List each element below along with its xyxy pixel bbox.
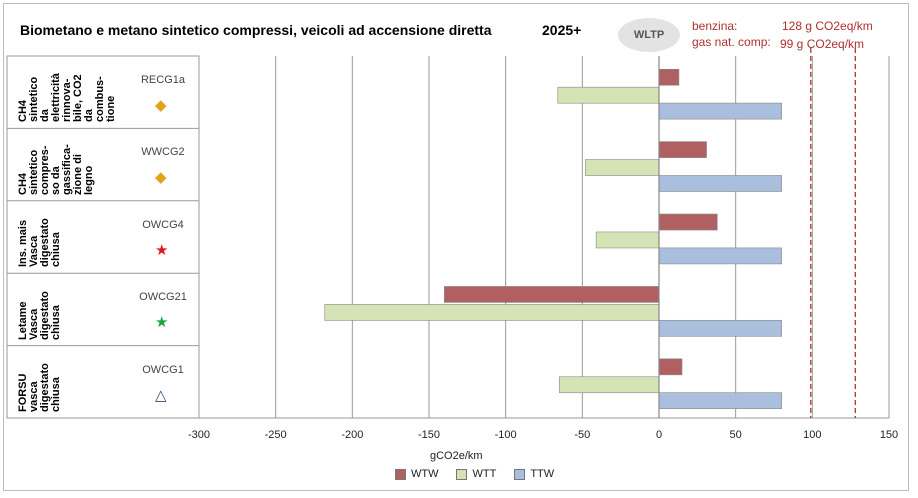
chart-title: Biometano e metano sintetico compressi, … — [20, 22, 492, 38]
legend-label: WTT — [472, 468, 497, 480]
category-label-owcg4: Ins. mais Vasca digestato chiusa — [17, 218, 62, 268]
bar-ttw-owcg21 — [658, 319, 782, 337]
gas-label: gas nat. comp: — [692, 35, 771, 49]
bar-ttw-owcg4 — [658, 247, 782, 265]
category-marker-owcg21: ★ — [155, 314, 169, 332]
legend-swatch — [456, 468, 468, 480]
legend: WTW WTT TTW — [395, 468, 554, 480]
x-tick-label: 100 — [803, 429, 821, 441]
x-tick-label: -300 — [188, 429, 210, 441]
gas-value: 99 g CO2eq/km — [780, 37, 865, 51]
legend-item-ttw: TTW — [514, 468, 554, 480]
bar-wtt-recg1a — [557, 86, 660, 104]
legend-swatch — [514, 468, 526, 480]
chart-frame — [3, 3, 909, 491]
legend-swatch — [395, 468, 406, 480]
category-label-recg1a: CH4 sintetico da elettricità rinnova- bi… — [17, 73, 117, 123]
x-tick-label: -200 — [341, 429, 363, 441]
x-tick-label: -250 — [265, 429, 287, 441]
category-code-recg1a: RECG1a — [140, 74, 186, 86]
year-label: 2025+ — [542, 22, 582, 38]
bar-ttw-owcg1 — [658, 392, 782, 409]
bar-wtt-owcg21 — [324, 304, 660, 321]
x-tick-label: -100 — [495, 429, 517, 441]
x-tick-label: 0 — [656, 429, 662, 441]
bar-wtw-owcg4 — [658, 213, 718, 231]
bar-wtw-owcg21 — [444, 286, 660, 303]
category-code-owcg4: OWCG4 — [142, 218, 184, 231]
bar-wtw-recg1a — [658, 68, 680, 86]
legend-label: TTW — [530, 468, 555, 480]
benzina-label: benzina: — [692, 19, 738, 33]
category-label-wwcg2: CH4 sintetico compres- so da gassifica- … — [17, 144, 95, 195]
x-tick-label: 50 — [730, 429, 742, 441]
legend-item-wtt: WTT — [456, 468, 496, 480]
category-marker-owcg1: △ — [155, 386, 167, 404]
legend-label: WTW — [411, 468, 439, 480]
x-axis-label: gCO2e/km — [430, 450, 483, 462]
category-code-owcg1: OWCG1 — [142, 363, 184, 376]
bar-wtt-owcg1 — [559, 376, 660, 394]
category-code-owcg21: OWCG21 — [139, 291, 187, 304]
x-tick-label: 150 — [880, 429, 898, 441]
bar-wtw-wwcg2 — [658, 141, 707, 158]
bar-wtt-wwcg2 — [585, 159, 660, 176]
category-marker-recg1a: ◆ — [155, 97, 167, 114]
bar-ttw-wwcg2 — [658, 175, 782, 192]
x-tick-label: -150 — [418, 429, 440, 441]
wltp-badge: WLTP — [618, 18, 680, 52]
category-label-owcg21: Letame Vasca digestato chiusa — [17, 290, 62, 340]
x-tick-label: -50 — [574, 429, 590, 441]
benzina-value: 128 g CO2eq/km — [782, 19, 873, 33]
category-label-owcg1: FORSU vasca digestato chiusa — [17, 363, 62, 412]
legend-item-wtw: WTW — [395, 468, 438, 480]
bar-wtt-owcg4 — [595, 231, 660, 249]
category-marker-owcg4: ★ — [155, 241, 169, 259]
category-code-wwcg2: WWCG2 — [141, 146, 185, 159]
bar-wtw-owcg1 — [658, 358, 683, 376]
category-marker-wwcg2: ◆ — [155, 169, 167, 187]
bar-ttw-recg1a — [658, 102, 782, 120]
